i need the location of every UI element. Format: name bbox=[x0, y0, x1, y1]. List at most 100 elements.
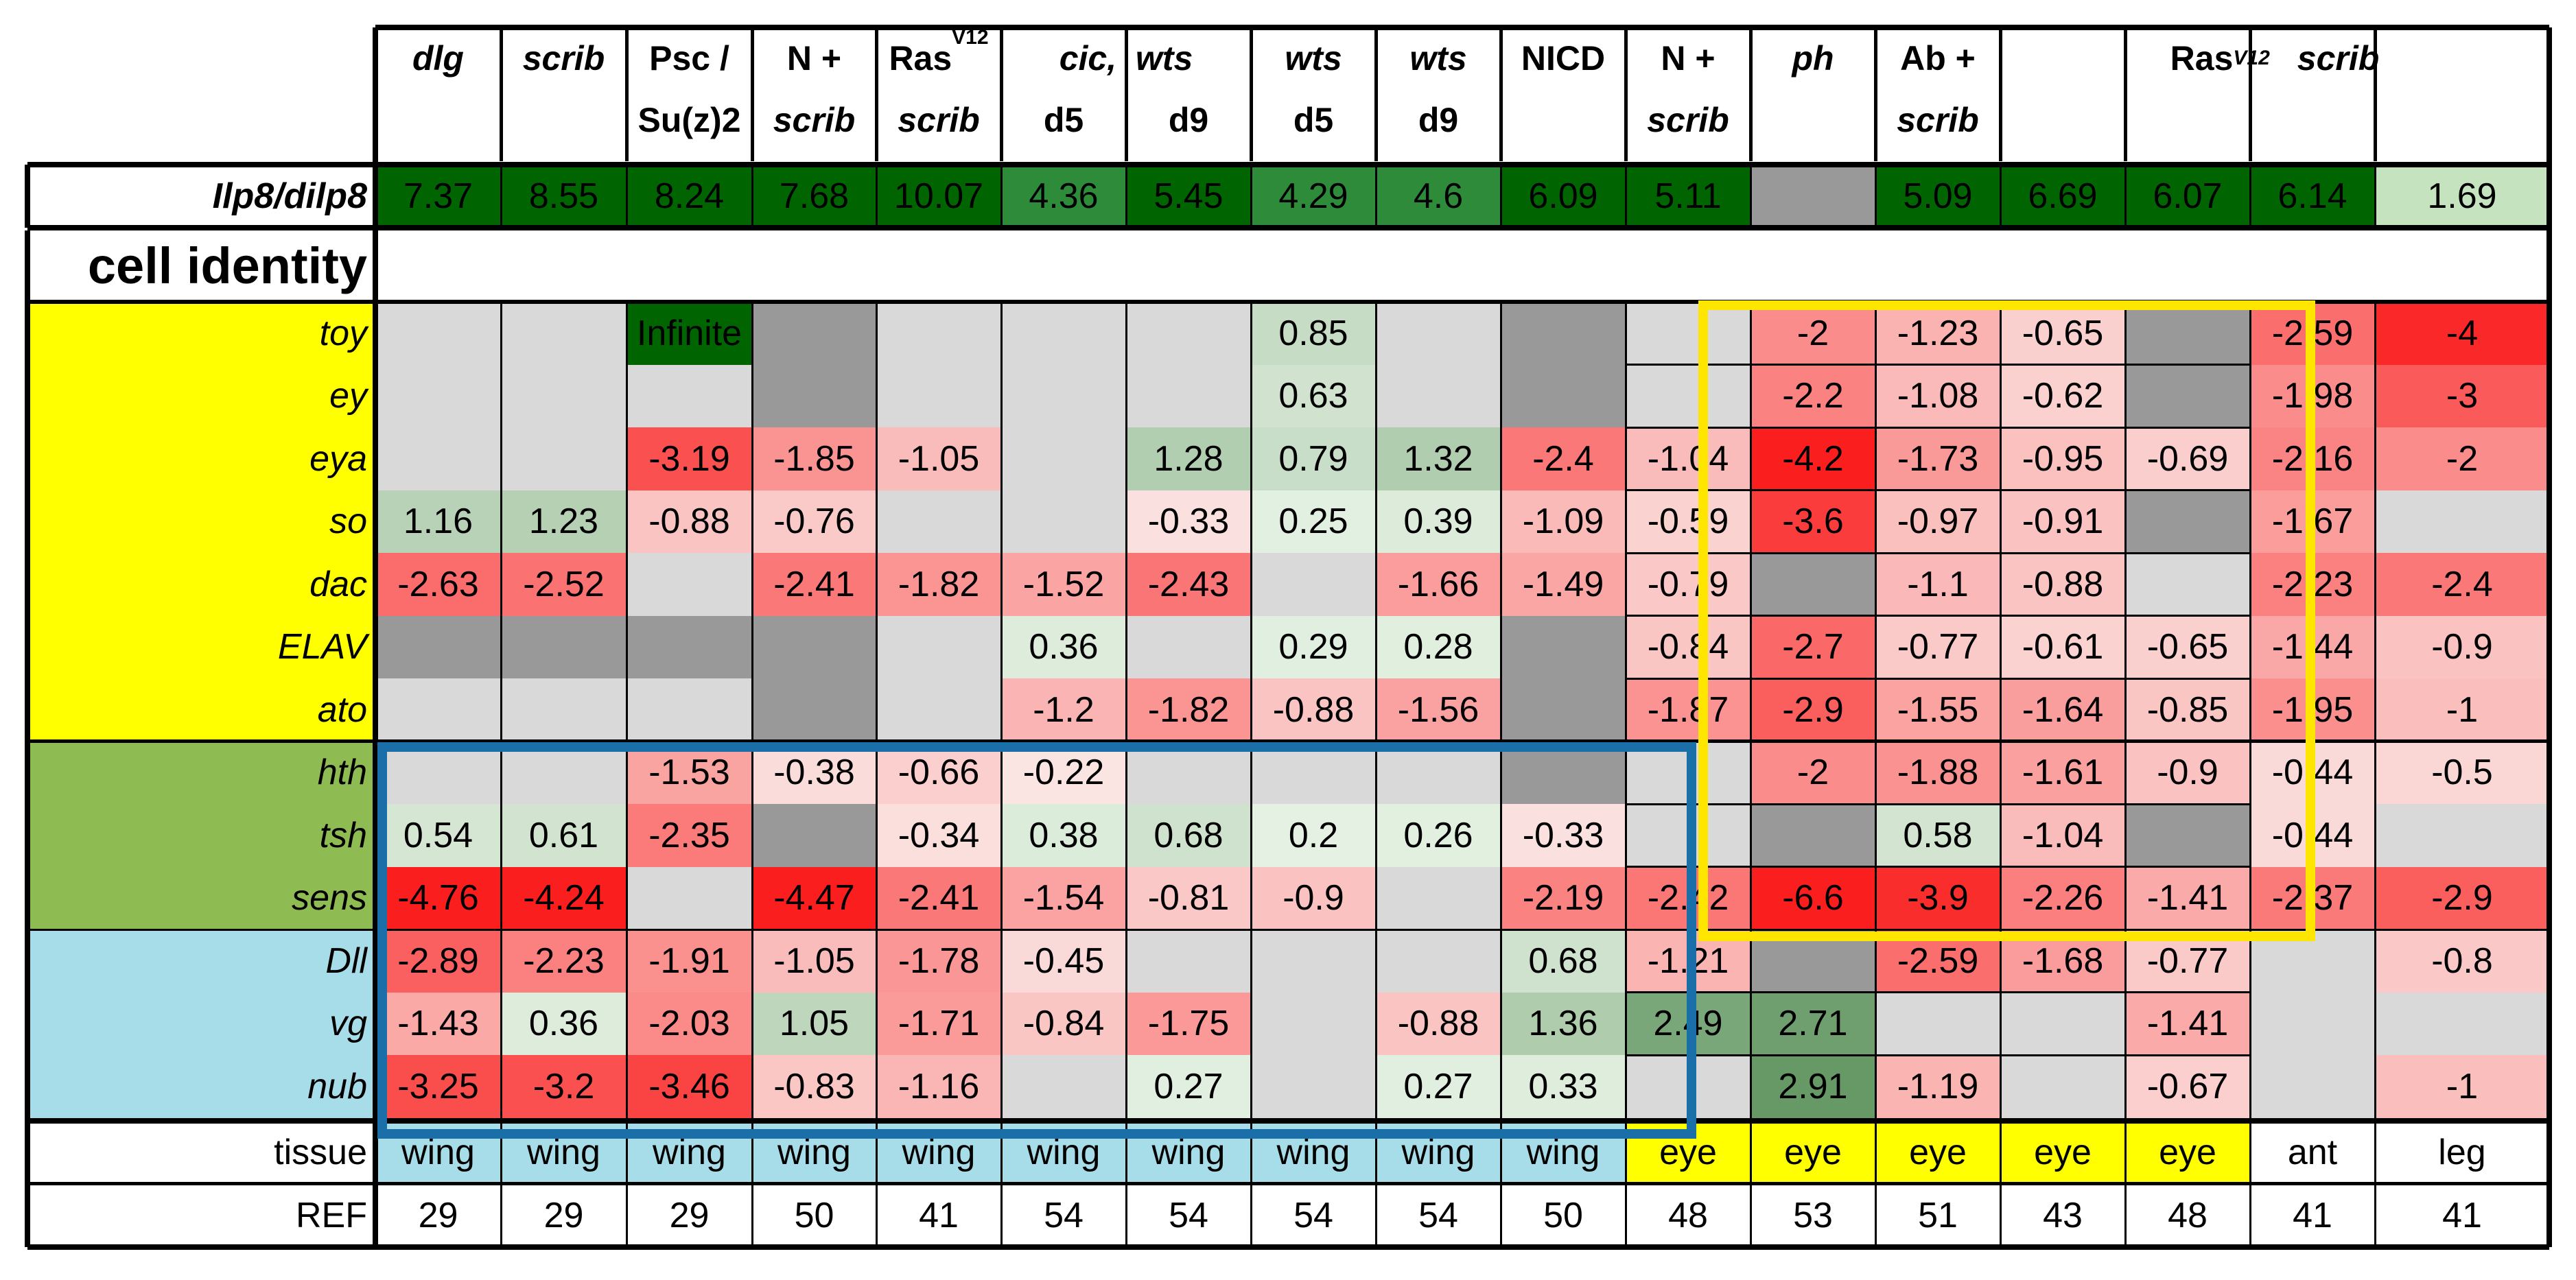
heatmap-cell: -1.82 bbox=[876, 553, 1001, 616]
heatmap-cell: -1.95 bbox=[2250, 678, 2375, 742]
tissue-cell: wing bbox=[1376, 1120, 1501, 1184]
column-header-line2: d9 bbox=[1418, 101, 1459, 139]
column-header-line2: d5 bbox=[1293, 101, 1334, 139]
heatmap-cell bbox=[1001, 490, 1126, 553]
column-header-line1: ph bbox=[1792, 39, 1834, 78]
heatmap-cell: -0.38 bbox=[752, 741, 876, 804]
tissue-cell: eye bbox=[1875, 1120, 2000, 1184]
heatmap-cell bbox=[1750, 553, 1875, 616]
grid-line bbox=[1000, 302, 1003, 1121]
ref-cell: 48 bbox=[2168, 1195, 2208, 1235]
ref-cell: 41 bbox=[2442, 1195, 2482, 1235]
ilp8-value-cell: 7.37 bbox=[375, 165, 501, 228]
heatmap-cell: -1.56 bbox=[1376, 678, 1501, 742]
heatmap-cell: -0.59 bbox=[1626, 490, 1750, 553]
heatmap-cell: -0.76 bbox=[752, 490, 876, 553]
heatmap-cell: 0.61 bbox=[501, 804, 627, 867]
heatmap-cell bbox=[2375, 992, 2549, 1055]
ref-cell: 50 bbox=[1543, 1195, 1583, 1235]
heatmap-cell: Infinite bbox=[627, 302, 752, 365]
heatmap-cell bbox=[2250, 1055, 2375, 1118]
grid-line bbox=[1624, 1120, 1627, 1247]
column-header: NICD bbox=[1501, 27, 1626, 161]
heatmap-cell: -1.23 bbox=[1875, 302, 2000, 365]
heatmap-cell: -0.77 bbox=[2125, 929, 2250, 993]
heatmap-cell bbox=[1001, 302, 1126, 365]
ref-cell: 29 bbox=[669, 1195, 710, 1235]
column-header: N + scrib bbox=[1626, 27, 1750, 161]
grid-line bbox=[1626, 426, 2250, 429]
heatmap-cell bbox=[1626, 741, 1750, 804]
heatmap-cell: 0.58 bbox=[1875, 804, 2000, 867]
heatmap-cell: -1.78 bbox=[876, 929, 1001, 993]
heatmap-cell: 0.39 bbox=[1376, 490, 1501, 553]
heatmap-cell: -1.55 bbox=[1875, 678, 2000, 742]
heatmap-cell: -0.79 bbox=[1626, 553, 1750, 616]
ref-cell: 54 bbox=[1169, 1195, 1208, 1235]
heatmap-cell: -1.88 bbox=[1875, 741, 2000, 804]
heatmap-cell: -0.77 bbox=[1875, 615, 2000, 678]
ilp8-value-cell: 8.55 bbox=[501, 165, 627, 228]
heatmap-cell: -2 bbox=[2375, 427, 2549, 490]
heatmap-cell: -3.2 bbox=[501, 1055, 627, 1118]
grid-line bbox=[1873, 27, 1877, 161]
heatmap-cell: 0.33 bbox=[1501, 1055, 1626, 1118]
heatmap-cell bbox=[501, 678, 627, 742]
grid-line bbox=[1749, 302, 1752, 1121]
heatmap-cell: -0.65 bbox=[2000, 302, 2125, 365]
grid-line bbox=[1125, 165, 1127, 228]
grid-line bbox=[373, 302, 377, 1247]
span-header-text2: scrib bbox=[2297, 39, 2380, 78]
heatmap-cell: 0.28 bbox=[1376, 615, 1501, 678]
heatmap-cell: -3.6 bbox=[1750, 490, 1875, 553]
heatmap-cell: -2.23 bbox=[501, 929, 627, 993]
column-header: dlg bbox=[375, 27, 501, 161]
heatmap-cell bbox=[752, 678, 876, 742]
grid-line bbox=[624, 27, 629, 161]
grid-line bbox=[1499, 27, 1503, 161]
heatmap-cell bbox=[1750, 929, 1875, 993]
grid-line bbox=[625, 302, 628, 1121]
heatmap-cell: -0.67 bbox=[2125, 1055, 2250, 1118]
ilp8-value-cell: 6.07 bbox=[2125, 165, 2250, 228]
ref-cell: 41 bbox=[919, 1195, 959, 1235]
tissue-cell: eye bbox=[2000, 1120, 2125, 1184]
ref-cell: 48 bbox=[1668, 1195, 1708, 1235]
tissue-cell: ant bbox=[2250, 1120, 2375, 1184]
grid-line bbox=[1998, 27, 2002, 161]
grid-line bbox=[2124, 165, 2127, 228]
heatmap-cell bbox=[2125, 364, 2250, 427]
ref-cell: 51 bbox=[1918, 1195, 1958, 1235]
heatmap-cell: -6.6 bbox=[1750, 866, 1875, 929]
column-header: N + scrib bbox=[752, 27, 876, 161]
column-header: d5 bbox=[1001, 27, 1126, 161]
heatmap-cell: -0.9 bbox=[1251, 866, 1376, 929]
heatmap-cell: -0.44 bbox=[2250, 804, 2375, 867]
heatmap-cell: -0.88 bbox=[627, 490, 752, 553]
heatmap-cell: 0.38 bbox=[1001, 804, 1126, 867]
heatmap-cell: -0.83 bbox=[752, 1055, 876, 1118]
heatmap-cell bbox=[1251, 553, 1376, 616]
heatmap-cell: 0.54 bbox=[375, 804, 501, 867]
heatmap-cell: -1.64 bbox=[2000, 678, 2125, 742]
heatmap-cell: -2.19 bbox=[1501, 866, 1626, 929]
grid-line bbox=[1749, 1120, 1752, 1247]
column-header: Psc / Su(z)2 bbox=[627, 27, 752, 161]
heatmap-cell bbox=[2125, 553, 2250, 616]
grid-line bbox=[625, 165, 628, 228]
heatmap-cell: -2.37 bbox=[2250, 866, 2375, 929]
grid-line bbox=[2374, 1120, 2376, 1247]
grid-line bbox=[1374, 1120, 1377, 1247]
heatmap-cell bbox=[1875, 992, 2000, 1055]
heatmap-cell bbox=[501, 302, 627, 365]
heatmap-cell: -2.42 bbox=[1626, 866, 1750, 929]
heatmap-cell bbox=[1126, 615, 1251, 678]
heatmap-cell: 0.2 bbox=[1251, 804, 1376, 867]
column-header-line1: N + bbox=[1661, 39, 1716, 78]
grid-line bbox=[2249, 1120, 2251, 1247]
grid-line bbox=[1874, 1120, 1877, 1247]
heatmap-cell: -1.19 bbox=[1875, 1055, 2000, 1118]
heatmap-cell: 0.63 bbox=[1251, 364, 1376, 427]
heatmap-cell: -2.43 bbox=[1126, 553, 1251, 616]
